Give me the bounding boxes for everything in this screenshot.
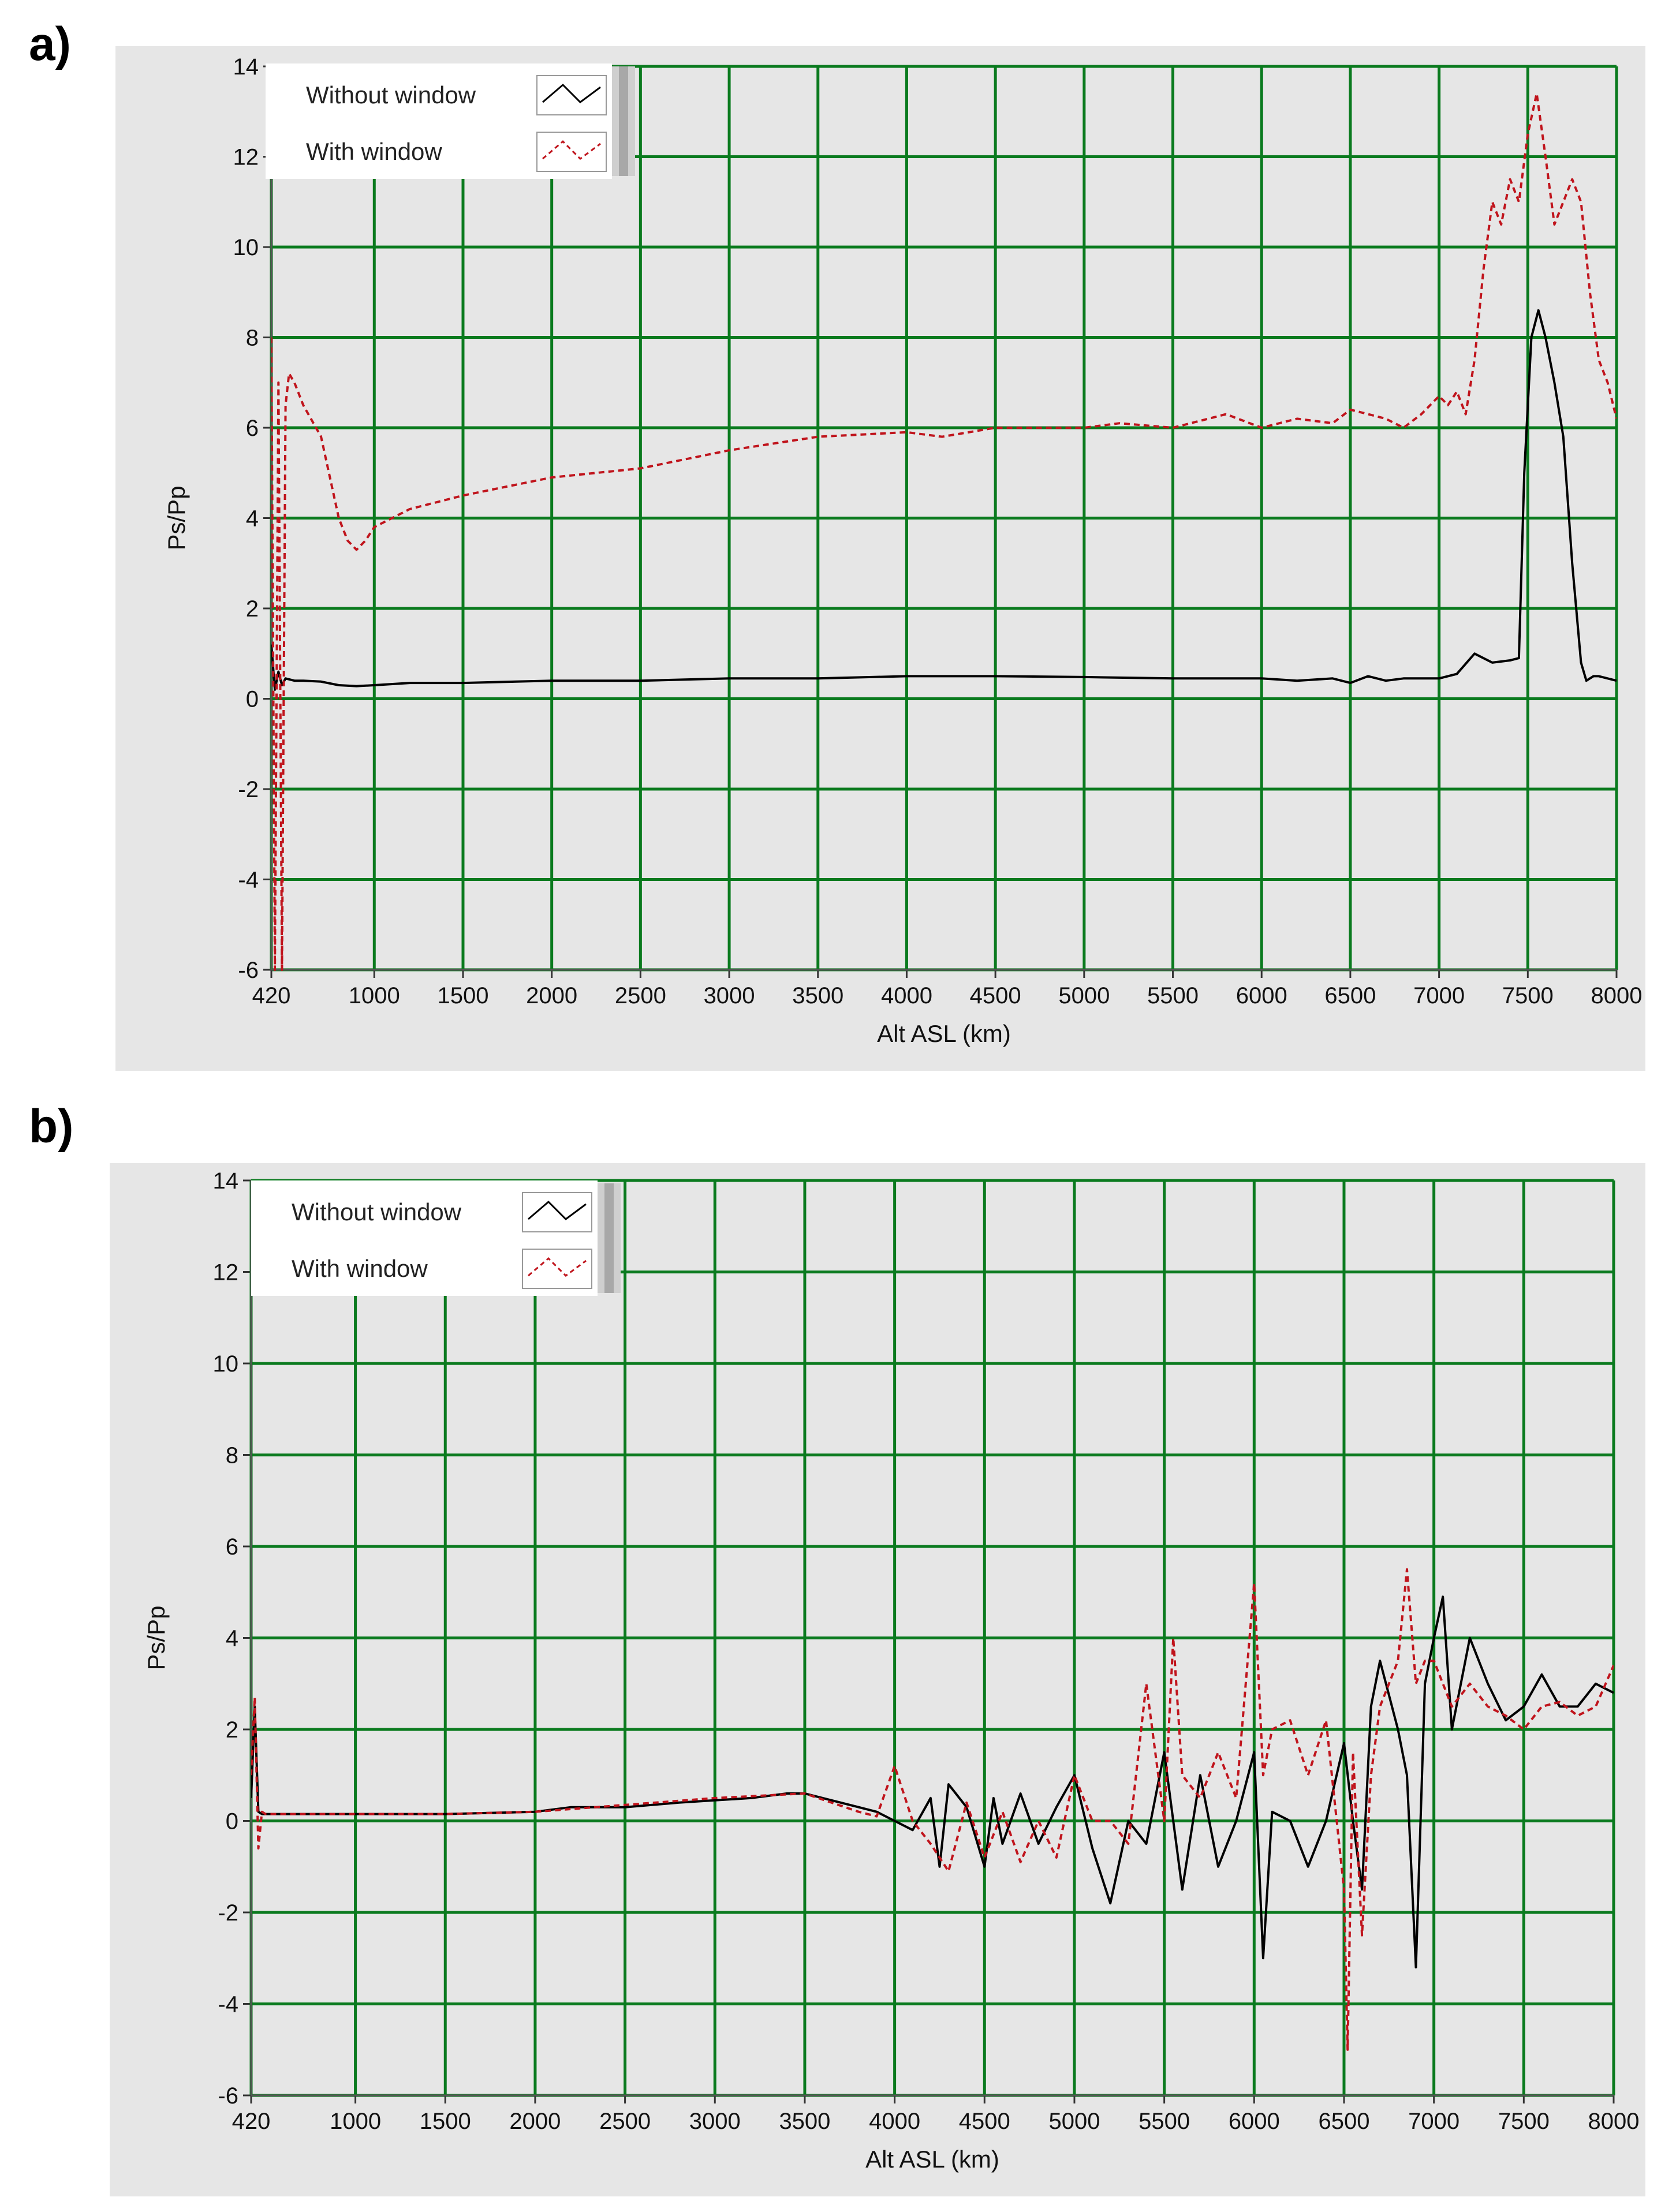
x-tick-label: 5000	[1048, 2109, 1100, 2134]
legend: Without window With window	[251, 1180, 621, 1296]
x-axis-title: Alt ASL (km)	[877, 1020, 1011, 1047]
y-tick-label: -2	[218, 1900, 238, 1926]
panel-b-label: b)	[29, 1100, 74, 1153]
y-tick-label: 2	[246, 596, 259, 622]
legend-swatch-line	[528, 1200, 587, 1220]
legend-swatch-box	[536, 75, 607, 115]
x-axis-title: Alt ASL (km)	[865, 2146, 999, 2173]
x-tick-label: 3000	[704, 983, 755, 1008]
x-tick-label: 2000	[509, 2109, 561, 2134]
x-tick-label: 1500	[437, 983, 488, 1008]
y-tick-label: -2	[238, 777, 259, 802]
chart-b: 14 12 10 8 6 4 2 0 -2 -4 -6 420 1000 1500 2000 2500 3000…	[110, 1163, 1645, 2196]
x-tick-label: 4500	[970, 983, 1021, 1008]
chart-a: 14 12 10 8 6 4 2 0 -2 -4 -6 420 1000 1500 2000 2500 3000…	[115, 46, 1645, 1071]
x-tick-label: 5500	[1139, 2109, 1190, 2134]
legend-scroll-shade	[604, 1183, 614, 1293]
x-tick-label: 8000	[1588, 2109, 1640, 2134]
y-tick-label: 14	[233, 54, 259, 80]
series-line-without-window	[251, 1596, 1614, 1969]
y-tick-label: 8	[226, 1443, 238, 1469]
y-tick-label: -6	[238, 958, 259, 983]
x-tick-label: 8000	[1591, 983, 1643, 1008]
y-tick-label: 6	[246, 416, 259, 441]
y-tick-label: 14	[213, 1168, 239, 1194]
x-tick-label: 1500	[420, 2109, 471, 2134]
x-tick-label: 1000	[330, 2109, 381, 2134]
y-tick-label: -4	[218, 1992, 238, 2017]
legend-scroll-shade	[619, 66, 628, 176]
x-tick-label: 5500	[1147, 983, 1199, 1008]
legend-label: With window	[306, 138, 442, 165]
series-line-without-window	[271, 309, 1617, 691]
y-tick-label: 0	[226, 1809, 238, 1834]
series-line-with-window	[271, 92, 1617, 971]
x-tick-label: 1000	[349, 983, 400, 1008]
legend-swatch-box	[536, 132, 607, 172]
x-tick-label: 420	[232, 2109, 271, 2134]
x-tick-label: 4000	[881, 983, 932, 1008]
y-tick-label: 10	[233, 235, 259, 260]
y-tick-label: 4	[246, 506, 259, 532]
series-line-with-window	[251, 1568, 1614, 2051]
y-tick-label: 0	[246, 687, 259, 712]
y-tick-label: -6	[218, 2083, 238, 2109]
x-tick-label: 3500	[779, 2109, 830, 2134]
panel-a-label: a)	[29, 18, 71, 70]
y-axis-title: Ps/Pp	[143, 1605, 170, 1670]
y-axis-title: Ps/Pp	[163, 485, 190, 550]
y-tick-label: -4	[238, 868, 259, 893]
series-group	[271, 92, 1617, 971]
legend-swatch-line	[542, 83, 601, 103]
x-tick-label: 7500	[1502, 983, 1554, 1008]
x-tick-label: 6000	[1236, 983, 1287, 1008]
x-tick-label: 4000	[869, 2109, 920, 2134]
x-tick-label: 6000	[1229, 2109, 1280, 2134]
y-tick-label: 12	[213, 1260, 239, 1286]
x-tick-label: 7000	[1408, 2109, 1459, 2134]
legend: Without window With window	[266, 63, 635, 179]
x-tick-label: 3000	[689, 2109, 741, 2134]
x-tick-label: 7500	[1498, 2109, 1550, 2134]
y-tick-label: 4	[226, 1626, 238, 1651]
y-tick-label: 2	[226, 1717, 238, 1743]
x-tick-label: 6500	[1318, 2109, 1369, 2134]
x-tick-label: 2500	[599, 2109, 651, 2134]
y-tick-label: 12	[233, 145, 259, 170]
legend-swatch-box	[522, 1192, 592, 1232]
y-tick-label: 10	[213, 1351, 239, 1377]
x-tick-label: 6500	[1324, 983, 1376, 1008]
legend-label: With window	[292, 1255, 428, 1282]
x-tick-label: 5000	[1058, 983, 1110, 1008]
x-tick-label: 420	[252, 983, 291, 1008]
x-tick-label: 2500	[615, 983, 666, 1008]
x-tick-label: 7000	[1413, 983, 1465, 1008]
y-tick-label: 6	[226, 1534, 238, 1560]
x-tick-label: 4500	[959, 2109, 1010, 2134]
y-tick-label: 8	[246, 326, 259, 351]
x-tick-label: 2000	[526, 983, 577, 1008]
series-group	[251, 1568, 1614, 2051]
legend-label: Without window	[292, 1198, 462, 1225]
legend-label: Without window	[306, 81, 476, 109]
legend-swatch-box	[522, 1249, 592, 1289]
x-tick-label: 3500	[792, 983, 843, 1008]
